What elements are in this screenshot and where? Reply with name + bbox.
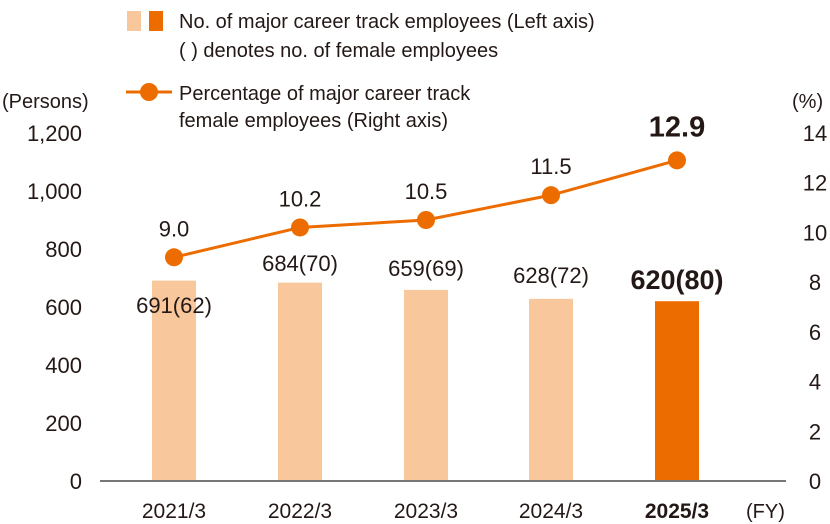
right-tick-label: 0	[809, 469, 821, 494]
legend: No. of major career track employees (Lef…	[126, 11, 595, 132]
right-tick-label: 2	[809, 419, 821, 444]
bar-data-label: 628(72)	[513, 263, 589, 288]
legend-line-label: Percentage of major career track	[179, 83, 471, 105]
left-tick-label: 800	[45, 237, 82, 262]
x-tick-label: 2022/3	[268, 500, 332, 523]
bar-2024/3	[529, 298, 573, 481]
legend-line-marker	[140, 83, 158, 101]
legend-bar-note: ( ) denotes no. of female employees	[179, 40, 498, 62]
right-tick-label: 14	[803, 121, 827, 146]
left-tick-label: 200	[45, 411, 82, 436]
percentage-data-label: 11.5	[530, 154, 571, 179]
bar-2022/3	[278, 282, 322, 481]
bar-data-label: 691(62)	[136, 293, 212, 318]
x-tick-label: 2021/3	[142, 500, 206, 523]
right-tick-label: 8	[809, 270, 821, 295]
percentage-data-label: 9.0	[159, 216, 190, 241]
left-axis-label: (Persons)	[2, 91, 89, 113]
legend-bar-light-swatch	[127, 11, 141, 31]
left-tick-label: 1,200	[27, 121, 82, 146]
legend-bar-dark-swatch	[149, 11, 163, 31]
percentage-point-2025/3	[668, 151, 686, 170]
legend-bar-label: No. of major career track employees (Lef…	[179, 11, 595, 33]
bar-data-label: 620(80)	[630, 265, 723, 295]
percentage-point-2022/3	[291, 218, 309, 237]
left-tick-label: 400	[45, 353, 82, 378]
bar-2025/3	[655, 301, 699, 481]
right-tick-label: 4	[809, 370, 821, 395]
percentage-data-label: 10.2	[279, 186, 322, 211]
percentage-data-label: 12.9	[649, 111, 705, 143]
x-tick-label: 2023/3	[394, 500, 458, 523]
right-tick-label: 10	[803, 220, 827, 245]
percentage-point-2023/3	[417, 211, 435, 229]
left-tick-label: 0	[70, 469, 82, 494]
x-tick-label: 2024/3	[519, 500, 583, 523]
x-axis-unit: (FY)	[746, 501, 785, 523]
left-tick-label: 1,000	[27, 179, 82, 204]
right-axis-label: (%)	[792, 91, 823, 113]
right-tick-label: 6	[809, 320, 821, 345]
percentage-line	[173, 158, 678, 259]
percentage-data-label: 10.5	[405, 179, 448, 204]
percentage-point-2021/3	[165, 248, 183, 267]
left-tick-label: 600	[45, 295, 82, 320]
bar-data-label: 659(69)	[388, 256, 464, 281]
bar-2023/3	[404, 289, 448, 481]
x-tick-label: 2025/3	[645, 500, 709, 523]
legend-line-label-2: female employees (Right axis)	[179, 110, 448, 132]
bar-data-label: 684(70)	[262, 251, 338, 276]
right-tick-label: 12	[803, 171, 827, 196]
bar-2021/3	[152, 280, 196, 481]
percentage-point-2024/3	[542, 186, 560, 205]
